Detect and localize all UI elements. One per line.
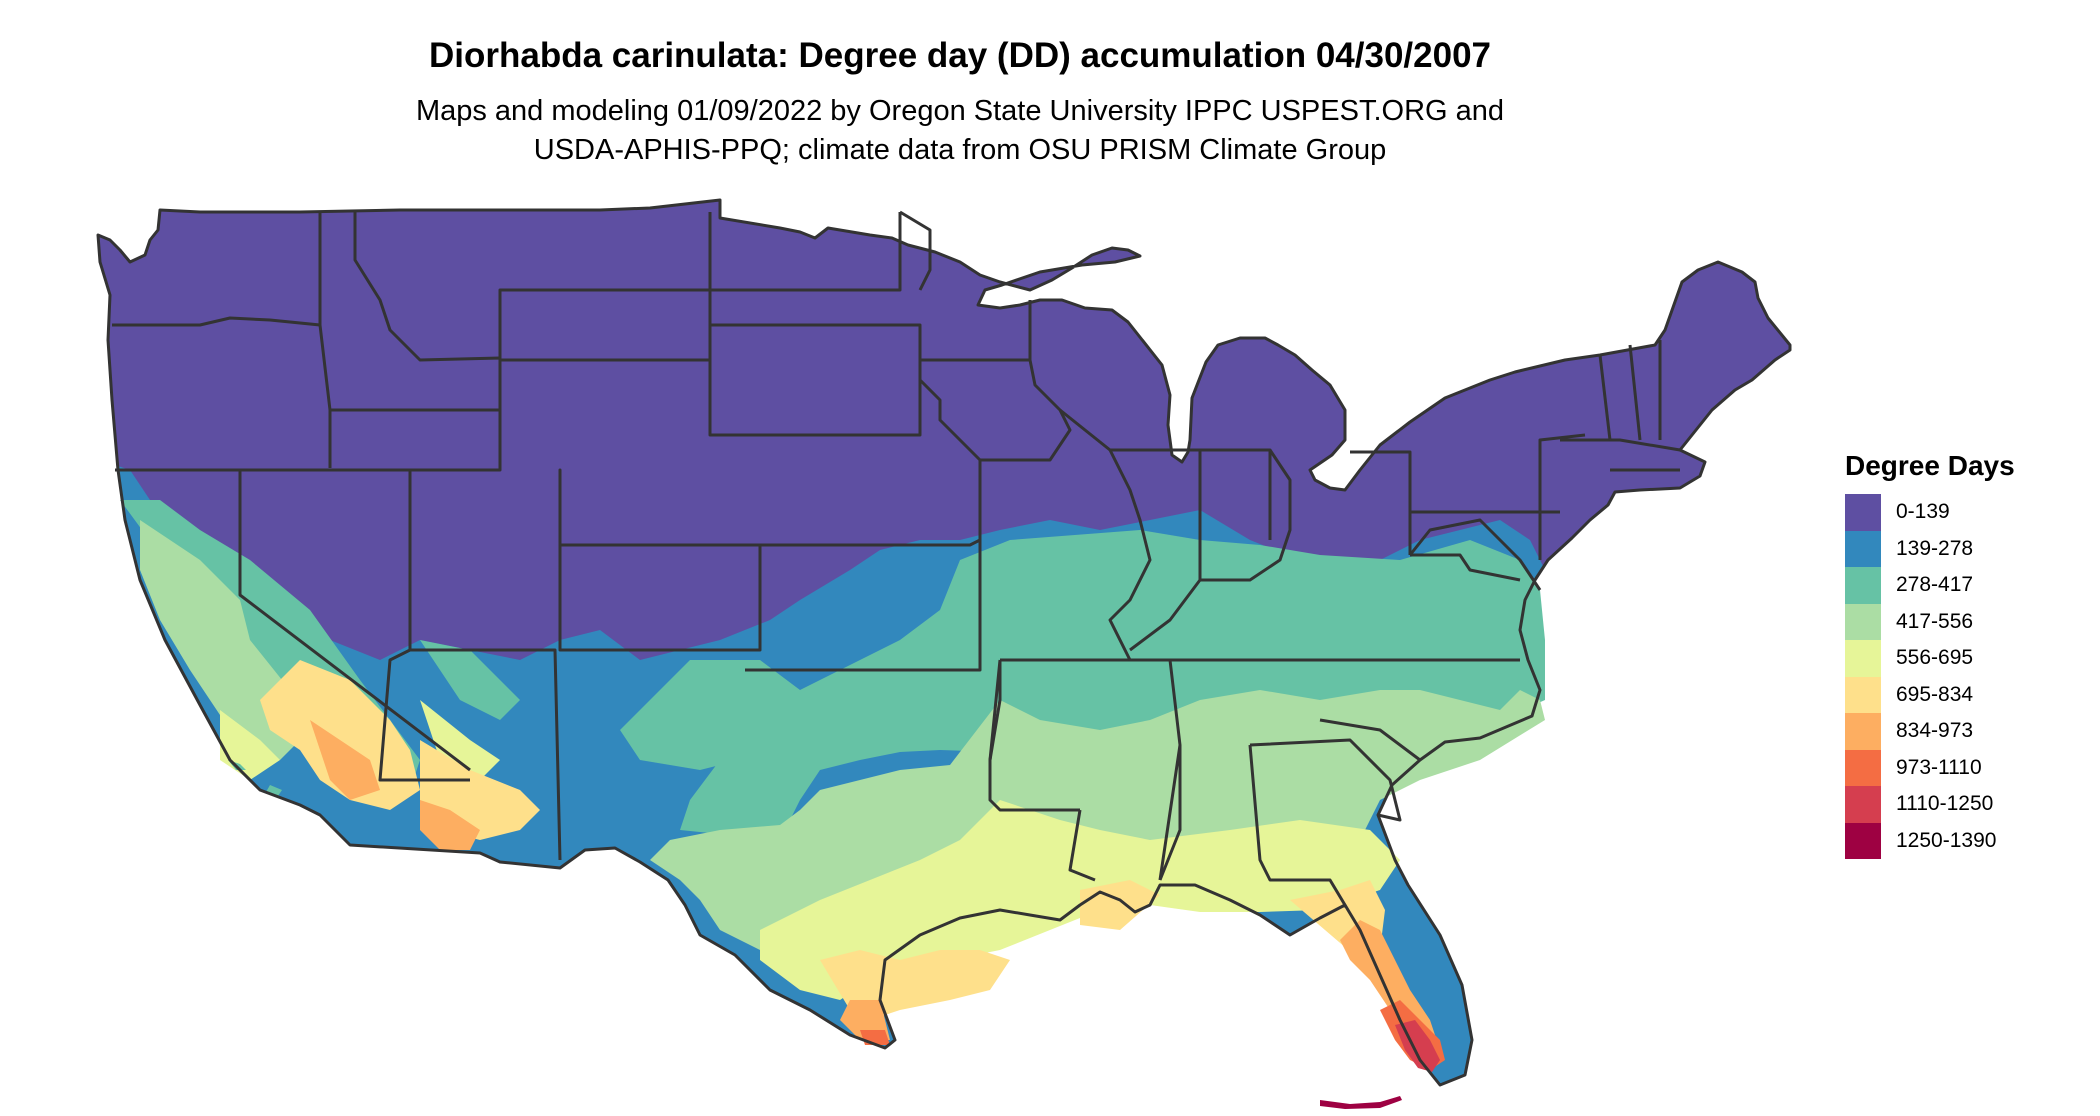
- legend-title: Degree Days: [1845, 450, 2015, 481]
- legend-label: 139-278: [1896, 536, 1974, 560]
- legend-row: 1250-1390: [1845, 822, 2015, 859]
- legend-swatch: [1845, 567, 1881, 604]
- subtitle-line-1: Maps and modeling 01/09/2022 by Oregon S…: [415, 95, 1505, 127]
- legend-label: 1250-1390: [1896, 828, 1997, 852]
- legend-swatch: [1845, 530, 1881, 567]
- legend-label: 834-973: [1896, 719, 1974, 743]
- legend-swatch: [1845, 786, 1881, 823]
- legend-swatch: [1845, 640, 1881, 677]
- legend-row: 417-556: [1845, 603, 2015, 640]
- legend-swatch: [1845, 603, 1881, 640]
- legend-swatch: [1845, 676, 1881, 713]
- legend-row: 695-834: [1845, 676, 2015, 713]
- legend-row: 1110-1250: [1845, 786, 2015, 823]
- channel-islands: [228, 760, 282, 796]
- legend-row: 556-695: [1845, 640, 2015, 677]
- florida-keys: [1320, 1096, 1402, 1109]
- legend-row: 973-1110: [1845, 749, 2015, 786]
- legend-label: 556-695: [1896, 646, 1974, 670]
- legend-label: 973-1110: [1896, 755, 1982, 779]
- legend-swatch: [1845, 494, 1881, 531]
- legend-row: 278-417: [1845, 567, 2015, 604]
- map-legend: Degree Days 0-139 139-278 278-417 417-55…: [1845, 450, 2015, 859]
- legend-label: 417-556: [1896, 609, 1974, 633]
- legend-row: 0-139: [1845, 494, 2015, 531]
- map-title: Diorhabda carinulata: Degree day (DD) ac…: [428, 36, 1492, 75]
- legend-label: 278-417: [1896, 573, 1974, 597]
- legend-swatch: [1845, 822, 1881, 859]
- legend-row: 834-973: [1845, 713, 2015, 750]
- legend-row: 139-278: [1845, 530, 2015, 567]
- legend-swatch: [1845, 713, 1881, 750]
- legend-label: 1110-1250: [1896, 792, 1994, 816]
- subtitle-line-2: USDA-APHIS-PPQ; climate data from OSU PR…: [533, 134, 1387, 166]
- legend-swatch: [1845, 749, 1881, 786]
- map-fill-layers: [98, 200, 1790, 1109]
- state-borders: [96, 198, 1792, 1087]
- map-subtitle: Maps and modeling 01/09/2022 by Oregon S…: [0, 92, 1920, 170]
- legend-label: 0-139: [1896, 500, 1950, 524]
- legend-label: 695-834: [1896, 682, 1974, 706]
- degree-day-map: [96, 198, 1792, 1109]
